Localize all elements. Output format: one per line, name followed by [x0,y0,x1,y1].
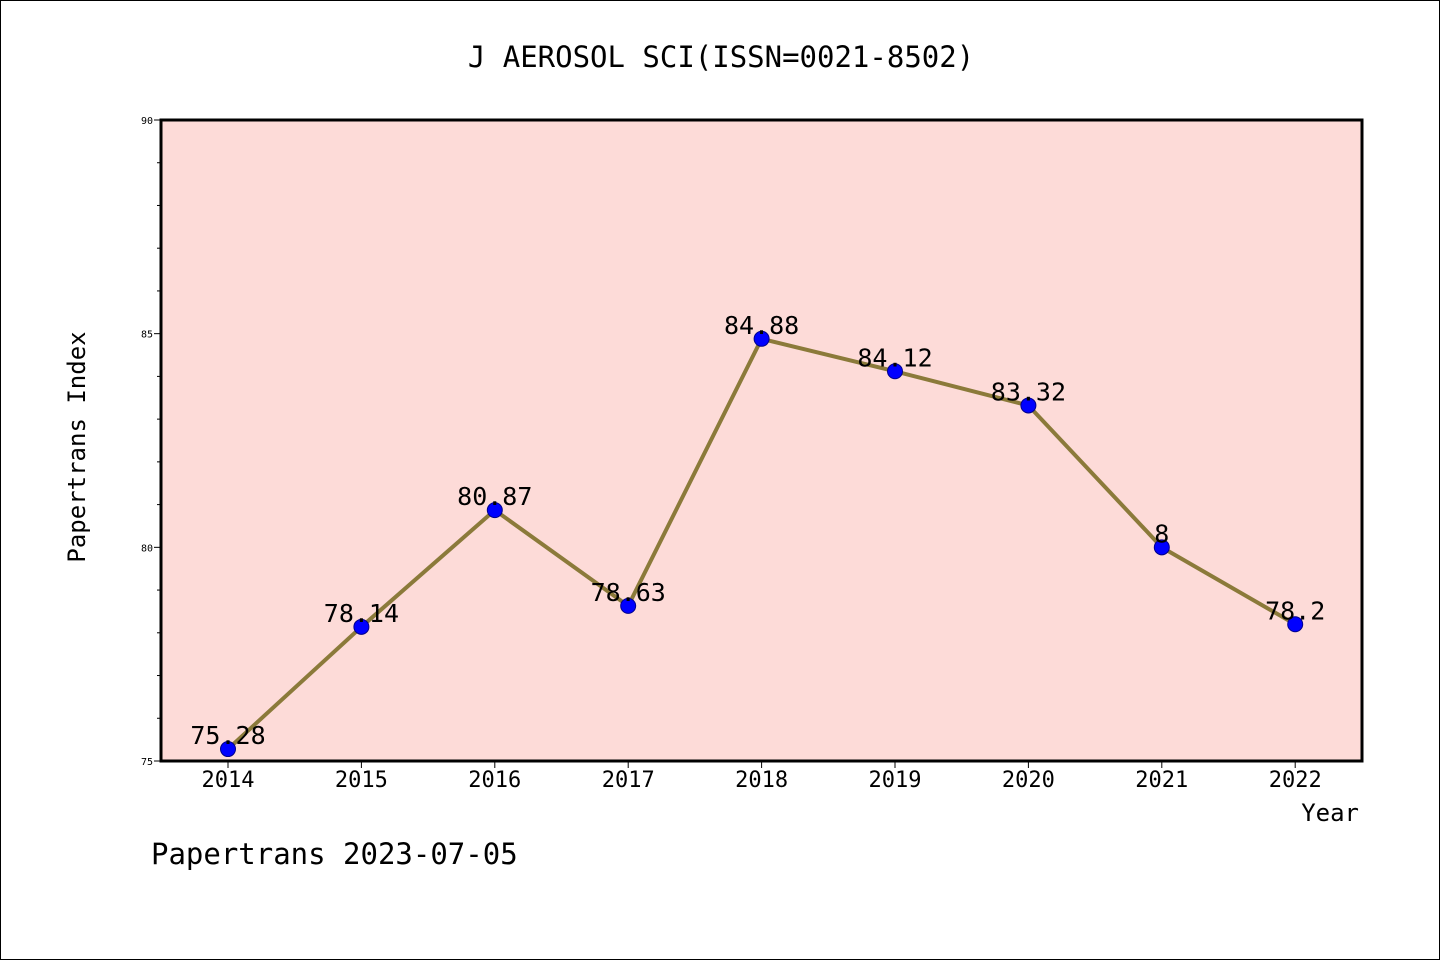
data-label: 84.88 [724,311,799,340]
data-point [486,502,503,519]
x-tick-label: 2020 [1002,768,1055,793]
x-axis-label: Year [1301,799,1359,827]
data-label-group: 75.28 78.14 80.87 78.63 84.88 84.12 83.32 8 78.2 [190,311,1325,750]
data-label: 8 [1154,519,1169,548]
data-point [353,618,370,635]
data-label: 78.14 [324,599,399,628]
chart-title: J AEROSOL SCI(ISSN=0021-8502) [468,40,974,74]
data-label: 84.12 [857,343,932,372]
footer-source-date: Papertrans 2023-07-05 [151,837,518,871]
data-point [1287,616,1304,633]
y-tick-label: 85 [141,330,153,341]
series-line-group [220,330,1304,758]
data-label: 83.32 [991,377,1066,406]
data-label: 78.63 [591,578,666,607]
y-tick-label: 80 [141,543,153,554]
x-tick-label: 2018 [735,768,788,793]
data-point [220,741,236,758]
data-label: 75.28 [190,721,265,750]
data-point [753,330,770,347]
x-tick-label: 2017 [602,768,655,793]
data-point [1020,397,1037,414]
x-tick-label: 2015 [335,768,388,793]
y-tick-label: 90 [141,116,153,127]
x-tick-label: 2014 [202,768,255,793]
y-axis: 75 80 85 90 [141,116,161,768]
y-tick-label: 75 [141,757,153,768]
x-tick-label: 2022 [1269,768,1322,793]
data-point [887,363,903,380]
x-tick-label: 2016 [468,768,521,793]
x-tick-label: 2021 [1135,768,1188,793]
data-point [1153,539,1170,556]
data-label: 80.87 [457,482,532,511]
data-label: 78.2 [1265,596,1325,625]
plot-area [159,118,1364,763]
data-point [620,597,637,614]
x-tick-label: 2019 [869,768,922,793]
x-axis: 2014 2015 2016 2017 2018 2019 2020 2021 2022 [202,761,1322,793]
y-axis-label: Papertrans Index [63,331,91,562]
